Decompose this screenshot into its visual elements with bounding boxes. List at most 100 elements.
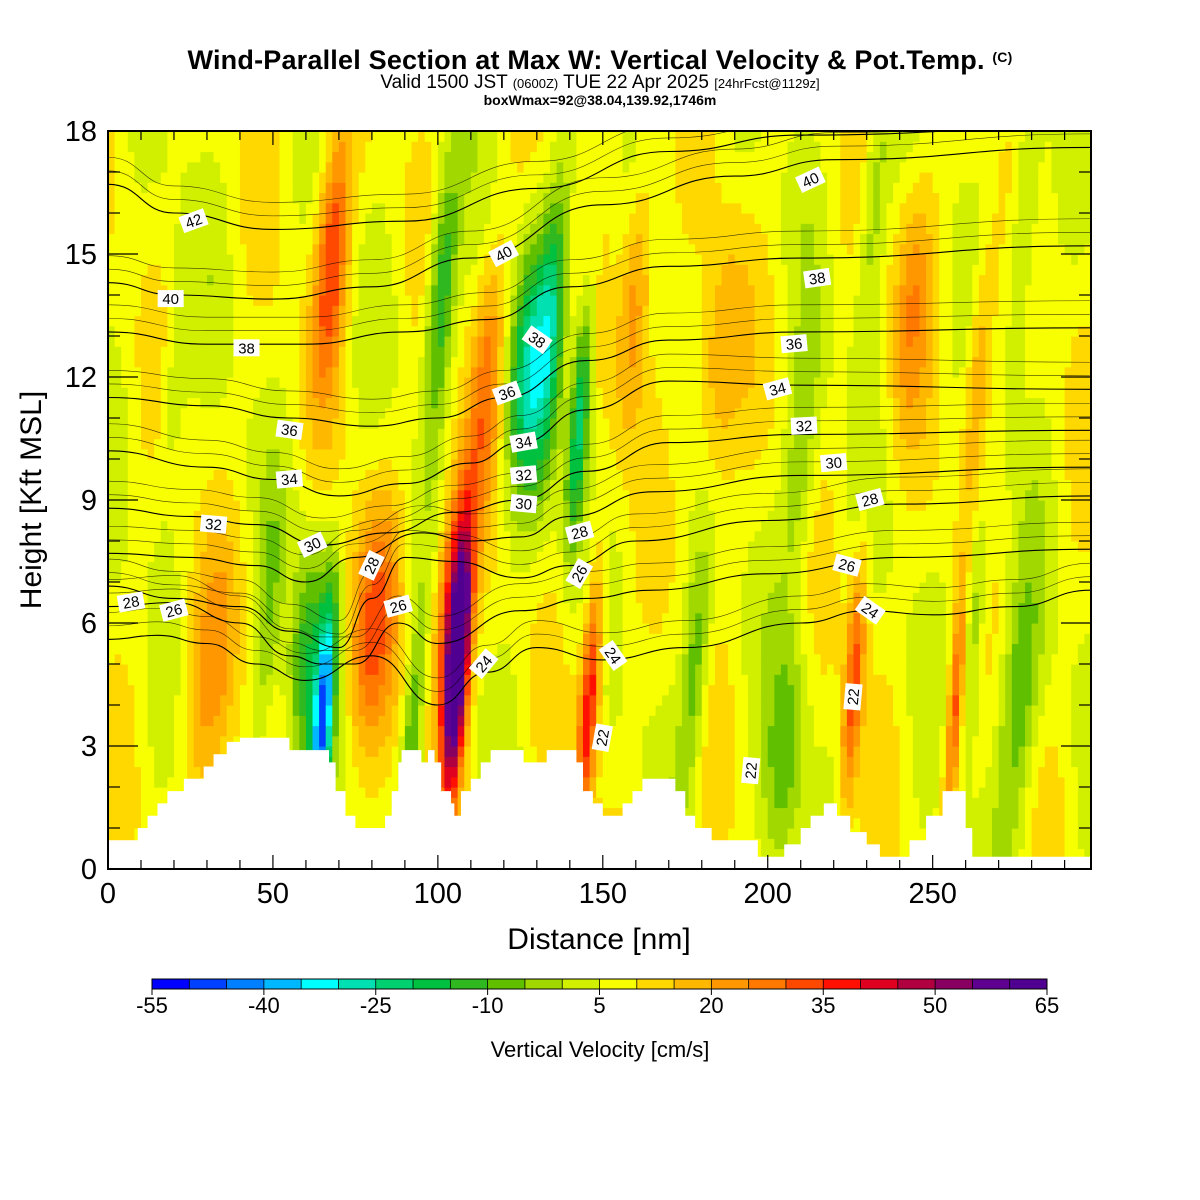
w-field-cell — [352, 141, 360, 153]
w-field-cell — [253, 407, 261, 419]
w-field-cell — [253, 182, 261, 194]
w-field-cell — [246, 202, 254, 214]
w-field-cell — [398, 612, 406, 624]
w-field-cell — [451, 530, 459, 542]
w-field-cell — [200, 725, 208, 737]
w-field-cell — [470, 551, 479, 563]
w-field-cell — [365, 366, 373, 378]
w-field-cell — [411, 551, 419, 563]
w-field-cell — [543, 438, 551, 450]
w-field-cell — [431, 182, 439, 194]
w-field-cell — [299, 561, 307, 573]
w-field-cell — [523, 746, 531, 757]
w-field-cell — [358, 397, 366, 409]
w-field-cell — [279, 213, 287, 224]
w-field-cell — [490, 131, 498, 142]
w-field-cell — [193, 479, 201, 491]
w-field-cell — [246, 223, 254, 235]
w-field-cell — [200, 161, 208, 173]
w-field-cell — [451, 469, 459, 481]
w-field-cell — [431, 131, 439, 142]
w-field-cell — [371, 705, 380, 716]
w-field-cell — [246, 366, 254, 378]
w-field-cell — [477, 325, 485, 337]
w-field-cell — [193, 469, 201, 481]
w-field-cell — [352, 151, 360, 163]
w-field-cell — [391, 305, 399, 317]
w-field-cell — [220, 161, 228, 173]
w-field-cell — [299, 694, 307, 706]
w-field-cell — [338, 254, 347, 265]
w-field-cell — [233, 469, 241, 481]
w-field-cell — [147, 797, 155, 809]
w-field-cell — [253, 254, 261, 265]
w-field-cell — [530, 541, 538, 552]
w-field-cell — [470, 705, 479, 716]
w-field-cell — [239, 254, 248, 265]
w-field-cell — [114, 787, 122, 798]
w-field-cell — [121, 366, 129, 378]
w-field-cell — [134, 418, 142, 429]
w-field-cell — [338, 571, 347, 583]
w-field-cell — [239, 223, 248, 235]
w-field-cell — [365, 243, 373, 255]
w-field-cell — [226, 325, 234, 337]
w-field-cell — [378, 469, 386, 481]
w-field-cell — [550, 397, 558, 409]
w-field-cell — [154, 182, 162, 194]
w-field-cell — [266, 725, 274, 737]
w-field-cell — [266, 182, 274, 194]
w-field-cell — [470, 428, 479, 440]
w-field-cell — [319, 192, 327, 204]
w-field-cell — [418, 705, 426, 716]
w-field-cell — [437, 694, 446, 706]
w-field-cell — [391, 469, 399, 481]
w-field-cell — [464, 459, 472, 470]
w-field-cell — [517, 264, 525, 276]
w-field-cell — [523, 192, 531, 204]
w-field-cell — [319, 377, 327, 388]
w-field-cell — [253, 151, 261, 163]
w-field-cell — [543, 161, 551, 173]
w-field-cell — [193, 438, 201, 450]
w-field-cell — [411, 592, 419, 604]
w-field-cell — [398, 233, 406, 245]
w-field-cell — [378, 756, 386, 768]
w-field-cell — [365, 254, 373, 265]
w-field-cell — [187, 746, 195, 757]
w-field-cell — [391, 551, 399, 563]
w-field-cell — [259, 336, 267, 347]
w-field-cell — [266, 612, 274, 624]
w-field-cell — [497, 479, 505, 491]
w-field-cell — [530, 254, 538, 265]
w-field-cell — [517, 571, 525, 583]
w-field-cell — [127, 407, 135, 419]
w-field-cell — [266, 623, 274, 634]
w-field-cell — [154, 387, 162, 399]
w-field-cell — [358, 541, 366, 552]
w-field-cell — [543, 397, 551, 409]
w-field-cell — [464, 633, 472, 645]
w-field-cell — [365, 530, 373, 542]
w-field-cell — [385, 653, 393, 665]
w-field-cell — [444, 623, 452, 634]
w-field-cell — [510, 664, 518, 675]
w-field-cell — [259, 407, 267, 419]
w-field-cell — [352, 336, 360, 347]
w-field-cell — [180, 264, 188, 276]
w-field-cell — [325, 582, 333, 593]
w-field-cell — [371, 797, 380, 809]
w-field-cell — [173, 725, 182, 737]
w-field-cell — [338, 459, 347, 470]
w-field-cell — [457, 151, 465, 163]
w-field-cell — [378, 735, 386, 747]
w-field-cell — [371, 715, 380, 727]
w-field-cell — [332, 336, 340, 347]
w-field-cell — [108, 633, 116, 645]
w-field-cell — [154, 776, 162, 788]
w-field-cell — [319, 602, 327, 614]
w-field-cell — [490, 623, 498, 634]
w-field-cell — [503, 469, 512, 481]
w-field-cell — [371, 377, 380, 388]
w-field-cell — [464, 500, 472, 511]
